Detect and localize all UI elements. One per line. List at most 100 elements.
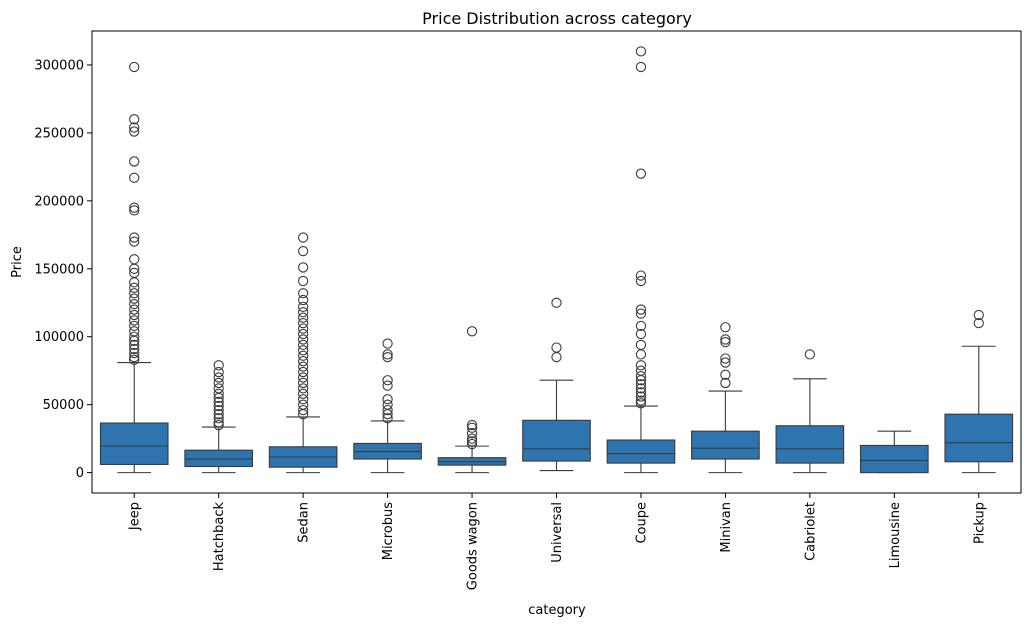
outlier-point (129, 114, 140, 125)
x-tick-label: Jeep (128, 502, 143, 531)
outlier-point (213, 409, 224, 420)
outlier-point (129, 315, 140, 326)
outlier-point (129, 277, 140, 288)
outlier-point (382, 338, 393, 349)
outlier-point (466, 433, 478, 444)
outlier-point (129, 156, 140, 167)
outlier-point (720, 369, 731, 380)
outlier-point (635, 360, 647, 371)
outlier-point (635, 328, 647, 340)
outlier-point (635, 304, 647, 315)
y-tick-label: 150000 (34, 262, 84, 277)
outlier-point (466, 436, 478, 447)
outlier-point (635, 379, 647, 390)
outlier-point (213, 383, 224, 394)
x-tick-label: Limousine (888, 502, 903, 568)
outlier-point (551, 351, 562, 363)
y-axis-label: Price (10, 246, 25, 278)
box-group-limousine (859, 430, 929, 474)
x-tick-label: Goods wagon (466, 502, 481, 590)
outlier-point (213, 366, 224, 378)
outlier-point (297, 366, 309, 378)
outlier-point (720, 337, 731, 348)
outlier-point (297, 275, 309, 287)
outlier-point (635, 275, 647, 287)
outlier-point (635, 349, 647, 360)
outlier-point (635, 270, 647, 281)
outlier-point (635, 61, 647, 73)
outlier-point (213, 360, 224, 371)
outlier-point (297, 409, 309, 420)
x-tick-label: Cabriolet (803, 502, 818, 561)
outlier-point (720, 322, 731, 333)
box-group-universal (522, 297, 591, 472)
outlier-point (635, 320, 647, 332)
outlier-point (466, 428, 478, 439)
outlier-point (213, 400, 224, 412)
box-iqr (859, 444, 929, 474)
outlier-point (635, 383, 647, 394)
x-tick-label: Universal (550, 502, 565, 563)
outlier-point (635, 395, 647, 406)
y-tick-label: 200000 (34, 194, 84, 209)
x-tick-label: Sedan (297, 502, 312, 543)
x-tick-label: Minivan (719, 502, 734, 553)
outlier-point (129, 263, 140, 274)
box-group-cabriolet (775, 349, 845, 474)
outlier-point (297, 356, 309, 367)
box-iqr (99, 422, 169, 466)
outlier-point (297, 372, 309, 383)
outlier-point (297, 345, 309, 356)
box-group-pickup (944, 309, 1014, 474)
outlier-point (720, 353, 731, 364)
y-tick-label: 50000 (43, 398, 84, 413)
outlier-point (129, 351, 140, 363)
plot-frame (91, 30, 1022, 494)
outlier-point (635, 387, 647, 398)
y-tick-label: 100000 (34, 330, 84, 345)
box-group-jeep (99, 61, 169, 474)
outlier-point (297, 262, 309, 273)
outlier-point (466, 419, 478, 431)
outlier-point (129, 205, 140, 216)
outlier-point (382, 413, 393, 424)
x-axis-label: category (528, 603, 586, 618)
x-tick-label: Hatchback (212, 502, 227, 572)
x-tick-label: Pickup (972, 502, 987, 544)
box-group-minivan (691, 322, 760, 474)
outlier-point (382, 375, 393, 386)
outlier-point (213, 417, 224, 428)
outlier-point (129, 347, 140, 359)
outlier-point (720, 334, 731, 345)
outlier-point (129, 202, 140, 213)
outlier-point (551, 297, 562, 308)
outlier-point (297, 294, 309, 306)
box-iqr (775, 425, 845, 464)
outlier-point (297, 301, 309, 312)
outlier-point (635, 339, 647, 351)
outlier-point (129, 331, 140, 342)
outlier-point (213, 388, 224, 399)
box-iqr (184, 449, 254, 468)
outlier-point (382, 394, 393, 405)
outlier-point (297, 339, 309, 351)
outlier-point (382, 349, 393, 360)
outlier-point (213, 392, 224, 404)
outlier-point (297, 361, 309, 372)
outlier-point (129, 298, 140, 310)
outlier-point (129, 320, 140, 332)
outlier-point (635, 46, 647, 57)
outlier-point (297, 350, 309, 361)
outlier-point (129, 236, 140, 247)
outlier-point (382, 404, 393, 416)
outlier-point (297, 328, 309, 340)
box-iqr (691, 430, 760, 460)
outlier-point (551, 342, 562, 353)
outlier-point (720, 377, 731, 389)
outlier-point (129, 304, 140, 315)
outlier-point (635, 398, 647, 409)
outlier-point (129, 354, 140, 365)
outlier-point (129, 309, 140, 321)
outlier-point (129, 339, 140, 351)
x-tick-label: Microbus (381, 502, 396, 560)
